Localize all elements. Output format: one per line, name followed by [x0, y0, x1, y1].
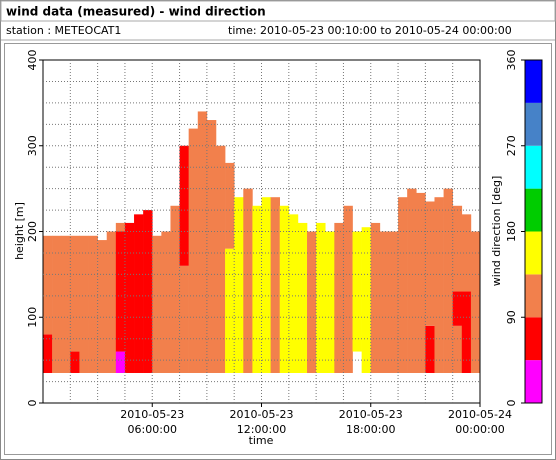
- cell: [61, 235, 71, 373]
- panel: [4, 43, 552, 455]
- cell: [115, 222, 126, 232]
- y-tick-label: 300: [26, 135, 39, 156]
- cell: [261, 197, 271, 373]
- cell: [106, 231, 117, 373]
- cell: [425, 201, 435, 326]
- cell: [398, 197, 408, 373]
- cell: [179, 145, 189, 266]
- x-tick-label: 2010-05-23 12:00:00: [229, 408, 294, 436]
- cell: [115, 351, 126, 373]
- colorbar-bin: [525, 188, 542, 232]
- cell: [352, 231, 362, 352]
- cell: [179, 265, 189, 373]
- cell: [225, 248, 235, 373]
- cell: [206, 120, 217, 373]
- cell: [443, 188, 453, 373]
- cell: [452, 325, 463, 373]
- colorbar-bin: [525, 60, 542, 103]
- colorbar-bin: [525, 317, 542, 361]
- cell: [52, 235, 62, 373]
- x-label: time: [249, 434, 274, 447]
- cell: [188, 128, 199, 373]
- cell: [452, 205, 463, 292]
- cell: [379, 231, 390, 373]
- cell: [407, 188, 417, 373]
- colorbar-tick-label: 90: [505, 310, 518, 324]
- cell: [70, 351, 80, 373]
- cell: [79, 235, 89, 373]
- cell: [243, 188, 253, 373]
- cell: [215, 145, 226, 373]
- cell: [234, 197, 244, 373]
- cell: [225, 162, 235, 249]
- colorbar-bin: [525, 231, 542, 275]
- y-tick-label: 100: [26, 307, 39, 328]
- title-bar: [0, 0, 556, 22]
- cell: [334, 222, 344, 373]
- cell: [461, 291, 472, 373]
- cell: [343, 205, 353, 373]
- colorbar-bin: [525, 102, 542, 146]
- colorbar-tick-label: 0: [505, 400, 518, 407]
- colorbar-tick-label: 270: [505, 135, 518, 156]
- cell: [452, 291, 463, 326]
- station: station : METEOCAT1: [6, 24, 121, 37]
- cell: [297, 222, 308, 373]
- cell: [124, 222, 135, 373]
- cell: [161, 231, 171, 373]
- cell: [434, 197, 444, 373]
- colorbar-tick-label: 360: [505, 50, 518, 71]
- cell: [470, 231, 481, 373]
- cell: [370, 222, 381, 373]
- cell: [252, 205, 262, 373]
- y-tick-label: 200: [26, 221, 39, 242]
- title: wind data (measured) - wind direction: [6, 5, 266, 19]
- cell: [152, 235, 162, 373]
- x-tick-label: 2010-05-23 06:00:00: [120, 408, 185, 436]
- cell: [279, 205, 290, 373]
- cell: [416, 192, 426, 373]
- cell: [270, 197, 281, 373]
- cell: [307, 231, 317, 373]
- cell: [97, 240, 108, 373]
- cell: [388, 231, 399, 373]
- x-tick-label: 2010-05-24 00:00:00: [448, 408, 512, 436]
- cell: [170, 205, 180, 373]
- cell: [134, 214, 144, 373]
- cell: [143, 210, 153, 373]
- cell: [43, 235, 53, 335]
- cell: [316, 222, 326, 373]
- colorbar-bin: [525, 360, 542, 403]
- y-label: height [m]: [13, 202, 26, 260]
- colorbar-tick-label: 180: [505, 221, 518, 242]
- y-tick-label: 400: [26, 50, 39, 71]
- cell: [88, 235, 98, 373]
- cell: [115, 231, 126, 352]
- cell: [325, 231, 335, 373]
- cell: [43, 334, 53, 373]
- colorbar-label: wind direction [deg]: [490, 176, 503, 287]
- cell: [425, 325, 435, 373]
- colorbar-bin: [525, 274, 542, 318]
- cell: [70, 235, 80, 352]
- colorbar-bin: [525, 145, 542, 189]
- x-tick-label: 2010-05-23 18:00:00: [338, 408, 403, 436]
- cell: [288, 214, 299, 373]
- time-range: time: 2010-05-23 00:10:00 to 2010-05-24 …: [228, 24, 512, 37]
- cell: [197, 111, 208, 373]
- cell: [361, 227, 372, 373]
- y-tick-label: 0: [26, 400, 39, 407]
